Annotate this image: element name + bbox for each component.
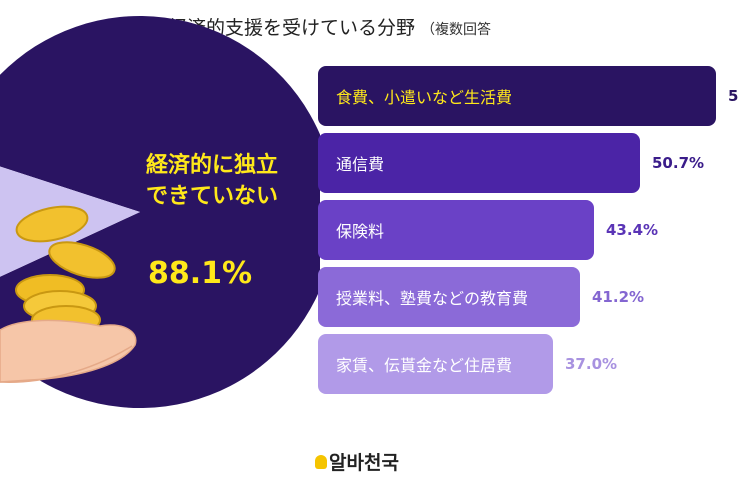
pie-label: 経済的に独立できていない	[146, 153, 279, 209]
bar: 家賃、伝貰金など住居費	[318, 334, 553, 394]
chart-title: 経済的支援を受けている分野 （複数回答	[168, 13, 588, 40]
bar: 通信費	[318, 133, 640, 193]
bar-category-label: 授業料、塾費などの教育費	[336, 289, 529, 308]
bar-value-label: 5	[728, 87, 739, 105]
pie-value-label: 88.1%	[148, 256, 253, 291]
chart-subtitle: （複数回答	[421, 22, 492, 38]
bar: 保険料	[318, 200, 594, 260]
bar-value-label: 43.4%	[606, 221, 659, 239]
coins-hand-icon	[0, 205, 137, 383]
albachunkuk-logo: 알바천국	[315, 448, 399, 475]
bar: 食費、小遣いなど生活費	[318, 66, 716, 126]
bar-category-label: 家賃、伝貰金など住居費	[336, 356, 513, 375]
pie-chart	[0, 16, 320, 408]
logo-text: 알바천국	[329, 452, 399, 474]
bar: 授業料、塾費などの教育費	[318, 267, 580, 327]
bar-value-label: 37.0%	[565, 355, 618, 373]
bar-category-label: 食費、小遣いなど生活費	[336, 88, 513, 107]
bar-value-label: 41.2%	[592, 288, 645, 306]
chart-title-text: 経済的支援を受けている分野	[168, 17, 416, 39]
bar-category-label: 保険料	[336, 222, 385, 241]
bar-value-label: 50.7%	[652, 154, 705, 172]
logo-mark-icon	[315, 454, 327, 469]
bar-category-label: 通信費	[336, 155, 385, 174]
